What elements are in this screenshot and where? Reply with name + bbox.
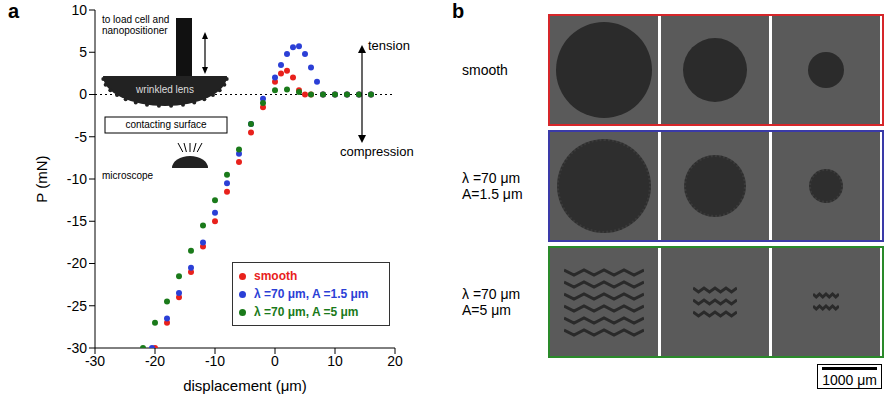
- svg-text:-5: -5: [75, 129, 88, 145]
- svg-text:10: 10: [71, 2, 87, 18]
- svg-text:P (mN): P (mN): [33, 155, 50, 202]
- svg-text:0: 0: [79, 86, 87, 102]
- svg-text:0: 0: [271, 353, 279, 369]
- html-text:contacting surface: contacting surface: [125, 119, 207, 130]
- svg-text:displacement (μm): displacement (μm): [183, 377, 307, 394]
- svg-text:-30: -30: [85, 353, 105, 369]
- html-text:smooth: smooth: [254, 269, 298, 283]
- html-text:b: b: [452, 0, 465, 22]
- html-text:λ =70 μm: λ =70 μm: [462, 170, 521, 186]
- html-text:wrinkled lens: wrinkled lens: [136, 84, 194, 95]
- html-text:tension: tension: [368, 38, 410, 53]
- svg-text:-30: -30: [67, 340, 87, 356]
- svg-text:10: 10: [327, 353, 343, 369]
- svg-text:-20: -20: [145, 353, 165, 369]
- html-text:A=5 μm: A=5 μm: [462, 302, 511, 318]
- html-text:to load cell and nanopositione: to load cell and nanopositioner: [102, 14, 170, 36]
- svg-text:20: 20: [387, 353, 403, 369]
- svg-text:-15: -15: [67, 213, 87, 229]
- html-text:λ =70 μm: λ =70 μm: [462, 286, 521, 302]
- svg-text:-25: -25: [67, 298, 87, 314]
- html-text:smooth: smooth: [462, 62, 508, 78]
- html-text:1000 μm: 1000 μm: [822, 372, 877, 388]
- svg-text:-10: -10: [67, 171, 87, 187]
- svg-text:-10: -10: [205, 353, 225, 369]
- html-text:λ =70 μm, A =5 μm: λ =70 μm, A =5 μm: [254, 305, 359, 319]
- svg-text:-20: -20: [67, 255, 87, 271]
- html-text:λ =70 μm, A =1.5 μm: λ =70 μm, A =1.5 μm: [254, 287, 369, 301]
- html-text:a: a: [8, 0, 20, 22]
- html-text:A=1.5 μm: A=1.5 μm: [462, 186, 523, 202]
- html-text:microscope: microscope: [102, 170, 154, 181]
- svg-text:5: 5: [79, 44, 87, 60]
- html-text:compression: compression: [340, 144, 414, 159]
